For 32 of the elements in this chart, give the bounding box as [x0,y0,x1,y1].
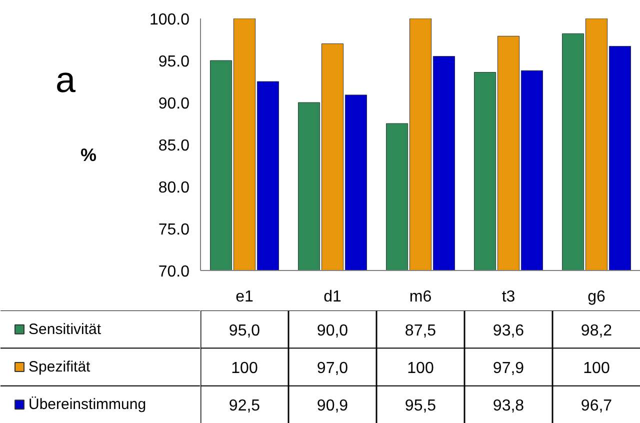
data-label: 96,7 [580,398,612,415]
y-tick-label: 70.0 [158,264,190,280]
data-label: 95,0 [228,322,260,340]
x-tick-label: g6 [588,288,606,306]
x-tick-label: m6 [409,288,432,306]
y-tick-label: 75.0 [158,222,190,238]
data-label: 93,6 [492,322,524,340]
legend-label: Übereinstimmung [28,396,146,414]
y-tick-label: 95.0 [158,54,190,70]
y-axis-title: % [80,145,97,166]
data-label: 87,5 [404,322,436,340]
data-label: 90,9 [316,398,348,415]
data-label: 97,0 [316,360,348,377]
y-tick-label: 90.0 [158,96,190,112]
legend-label: Spezifität [28,358,92,376]
y-tick-label: 80.0 [158,180,190,196]
x-tick-label: d1 [324,288,342,306]
data-label: 98,2 [580,322,612,340]
y-tick-label: 85.0 [158,138,190,154]
data-label: 92,5 [228,398,260,415]
data-label: 97,9 [492,360,524,377]
data-label: 100 [231,360,258,377]
data-label: 90,0 [316,322,348,340]
text: a [55,58,76,100]
data-label: 95,5 [404,398,436,415]
y-tick-label: 100.0 [149,12,190,28]
legend-label: Sensitivität [28,320,102,338]
x-tick-label: e1 [236,288,254,306]
data-label: 93,8 [492,398,524,415]
data-label: 100 [583,360,610,377]
x-tick-label: t3 [502,288,516,306]
data-label: 100 [407,360,434,377]
